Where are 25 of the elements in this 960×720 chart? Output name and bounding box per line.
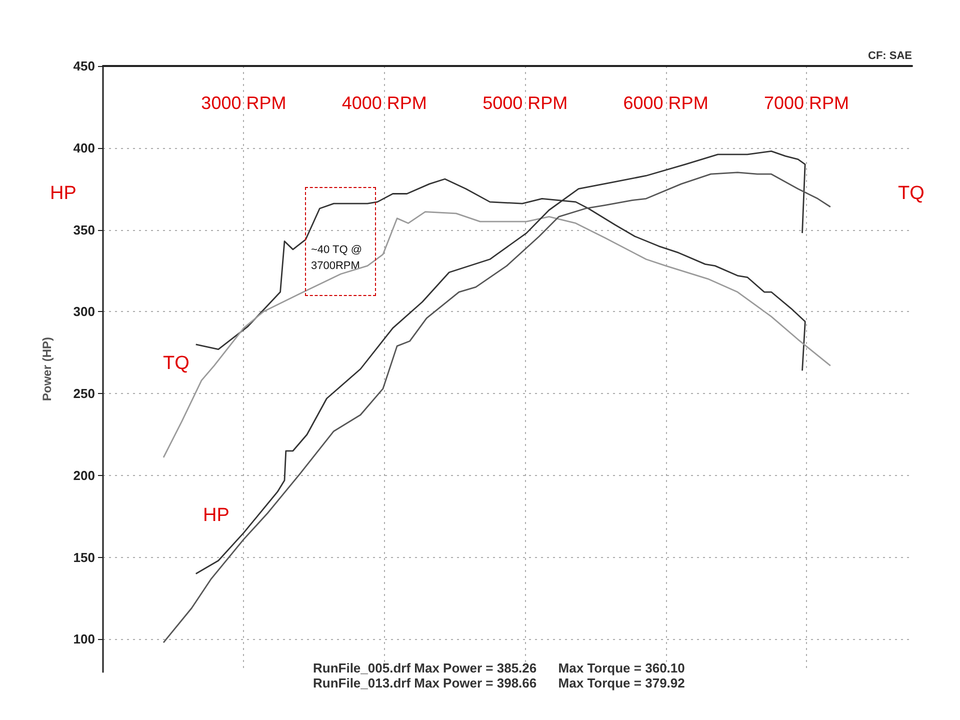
annotation: ~40 TQ @ 3700RPM: [311, 244, 362, 272]
y-tick-label: 350: [73, 222, 95, 238]
text: CF: SAE: [868, 50, 912, 62]
y-tick-label: 300: [73, 304, 95, 320]
x-tick-label: 3000 RPM: [201, 93, 286, 113]
x-tick-label: 4000 RPM: [342, 93, 427, 113]
y-tick-label: 400: [73, 140, 95, 156]
line-series: [162, 211, 832, 458]
annotation: TQ: [163, 353, 190, 374]
y-tick-label: 250: [73, 386, 95, 402]
x-tick-label: 6000 RPM: [623, 93, 708, 113]
y-tick-label: 150: [73, 550, 95, 565]
text: HP: [50, 183, 76, 204]
annotation: TQ: [898, 183, 924, 204]
x-tick-label: 7000 RPM: [764, 93, 849, 113]
x-tick-label: 5000 RPM: [482, 93, 568, 113]
y-tick-label: 450: [73, 58, 95, 74]
line-series: [162, 172, 832, 644]
text: RunFile_013.drf Max Power = 398.66 Max Torque = 379.92: [313, 676, 685, 690]
y-tick-label: 100: [73, 632, 95, 647]
y-tick-label: 200: [73, 468, 95, 483]
y-axis-title: Power (HP): [40, 336, 54, 402]
annotation: RunFile_005.drf Max Power = 385.26 Max Torque = 360.10: [313, 660, 685, 676]
line-series: [195, 150, 806, 574]
annotation: HP: [203, 505, 230, 526]
